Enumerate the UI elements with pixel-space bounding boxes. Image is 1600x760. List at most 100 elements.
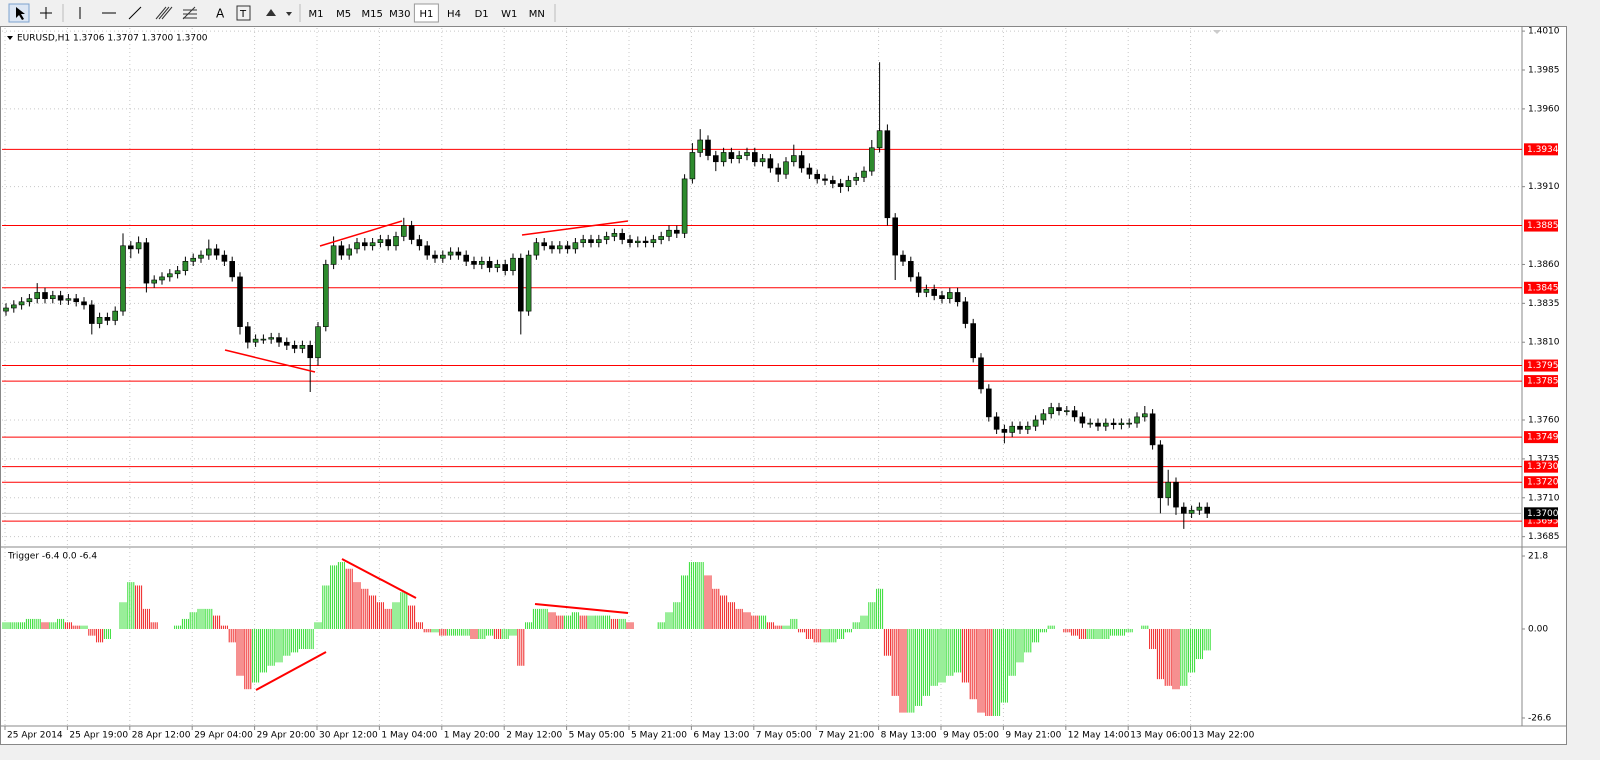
trend-line[interactable] (341, 558, 417, 599)
active-timeframe (413, 3, 439, 23)
trend-line[interactable] (521, 220, 629, 236)
channel-button[interactable] (155, 6, 173, 20)
candle-body (338, 245, 345, 256)
timeframe-button[interactable]: M30 (389, 9, 410, 20)
candle-body (1032, 419, 1039, 427)
candle-body (970, 323, 977, 359)
candle-body (385, 239, 392, 247)
candle-body (167, 273, 173, 278)
candle-body (237, 276, 243, 327)
candle-body (767, 158, 774, 169)
y-tick-label: 1.3910 (1528, 182, 1560, 192)
candle-body (775, 167, 782, 175)
timeframe-button[interactable]: D1 (475, 9, 489, 20)
candle-body (884, 130, 891, 219)
level-label: 1.3845 (1527, 283, 1559, 293)
candle-body (1188, 509, 1195, 514)
candle-body (517, 257, 524, 312)
candle-body (814, 173, 821, 180)
candle-body (1009, 425, 1016, 433)
x-tick-label: 30 Apr 12:00 (319, 731, 378, 741)
candle-body (463, 254, 470, 262)
text-button[interactable]: A (216, 7, 225, 21)
candle-body (728, 152, 735, 159)
candle-body (432, 254, 438, 259)
indicator-title: Trigger -6.4 0.0 -6.4 (7, 552, 97, 562)
candle-body (595, 239, 602, 243)
x-tick-label: 7 May 21:00 (818, 731, 874, 741)
candle-body (73, 298, 79, 303)
x-tick-label: 9 May 05:00 (943, 731, 999, 741)
candle-body (1173, 481, 1179, 508)
candle-body (1196, 506, 1203, 511)
candle-body (494, 264, 501, 268)
candle-body (322, 264, 329, 327)
crosshair-button[interactable] (40, 7, 52, 19)
candle-body (978, 357, 984, 390)
candle-body (57, 295, 64, 301)
candle-body (3, 307, 9, 312)
candle-body (221, 254, 228, 262)
label-button[interactable] (236, 5, 251, 21)
level-label-bg (1524, 359, 1558, 372)
candle-body (1071, 410, 1078, 418)
arrows-button[interactable] (266, 9, 292, 16)
candle-body (931, 289, 938, 296)
level-label-bg (1524, 476, 1558, 489)
level-label-bg (1524, 460, 1558, 473)
timeframe-button[interactable]: M5 (336, 9, 351, 20)
timeframe-button[interactable]: M1 (309, 9, 324, 20)
candle-body (299, 345, 306, 349)
candle-body (377, 239, 384, 243)
candle-body (1134, 416, 1140, 424)
candle-body (1149, 413, 1156, 446)
trend-line[interactable] (224, 349, 316, 373)
bid-label-bg (1524, 507, 1558, 520)
trend-line[interactable] (255, 651, 327, 691)
candle-body (112, 310, 118, 321)
timeframe-button[interactable]: W1 (501, 9, 517, 20)
y-tick-label: 1.3710 (1528, 493, 1560, 503)
candle-body (89, 304, 95, 324)
candle-body (962, 301, 969, 324)
candle-body (416, 239, 423, 247)
candle-body (627, 239, 633, 243)
candle-body (346, 248, 353, 256)
candle-body (128, 245, 134, 250)
candle-body (393, 236, 399, 247)
timeframe-button[interactable]: H4 (447, 9, 461, 20)
level-label: 1.3934 (1527, 145, 1559, 155)
candle-body (1165, 481, 1171, 499)
x-tick-label: 28 Apr 12:00 (132, 731, 191, 741)
candle-body (34, 292, 41, 299)
candle-body (190, 257, 196, 262)
timeframe-button[interactable]: M15 (362, 9, 383, 20)
timeframe-button[interactable]: MN (529, 9, 545, 20)
candle-body (744, 152, 750, 156)
candle-body (1040, 413, 1047, 421)
candle-body (1157, 444, 1164, 499)
candle-body (315, 326, 321, 359)
trendline-button[interactable] (128, 6, 142, 20)
x-tick-label: 29 Apr 20:00 (257, 731, 316, 741)
candle-body (759, 158, 766, 163)
level-label-bg (1524, 219, 1558, 232)
candle-body (400, 225, 407, 237)
candle-body (829, 180, 836, 184)
level-label: 1.3885 (1527, 221, 1559, 231)
y-tick-label: 1.3735 (1528, 454, 1560, 464)
candle-body (658, 236, 665, 240)
fibo-button[interactable] (182, 6, 197, 20)
candle-body (1204, 506, 1210, 514)
level-label-bg (1524, 281, 1558, 294)
trend-line[interactable] (319, 220, 403, 247)
candle-body (915, 276, 922, 293)
candle-body (455, 251, 462, 256)
timeframe-button[interactable]: H1 (419, 9, 433, 20)
candle-body (1110, 422, 1117, 425)
candle-body (447, 251, 454, 256)
trend-line[interactable] (534, 603, 629, 614)
candle-body (1079, 416, 1086, 424)
candle-body (1056, 407, 1062, 411)
